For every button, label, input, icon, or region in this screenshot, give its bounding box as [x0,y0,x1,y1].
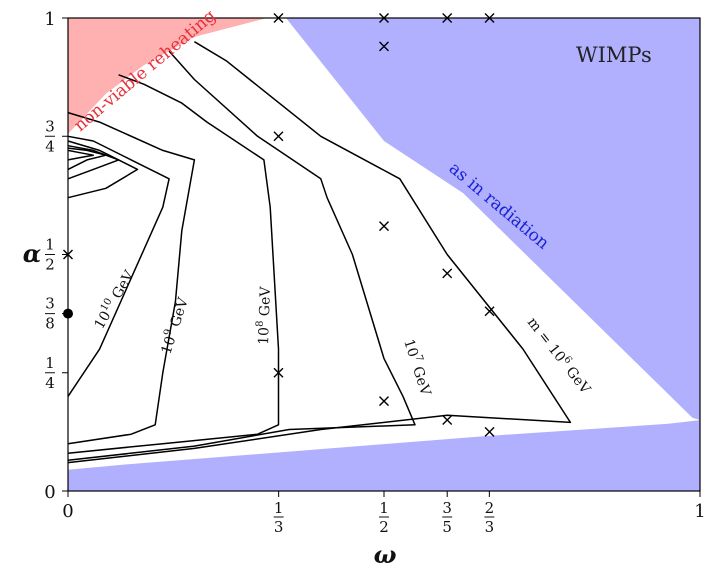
cross-marker [484,306,495,317]
region-label-wimps: WIMPs [576,43,652,67]
contour-line-0 [67,41,572,464]
y-tick-denominator: 4 [45,374,55,392]
contour-line-8 [67,149,95,161]
cross-marker [379,396,389,407]
contour-line-1 [67,50,416,462]
x-tick-numerator: 1 [274,499,284,517]
y-tick-numerator: 3 [45,117,55,135]
y-tick-label: 0 [44,482,55,503]
cross-marker [273,131,284,142]
regions [68,18,700,491]
x-tick-numerator: 3 [442,499,452,517]
x-tick-denominator: 5 [442,518,452,536]
contour-labels: 1010 GeV 109 GeV 108 GeV 107 GeV m = 106… [90,266,595,399]
y-tick-denominator: 4 [45,137,55,155]
y-tick-denominator: 2 [45,256,55,274]
y-tick-label: 1 [44,9,55,30]
cross-marker [442,268,453,279]
contour-label-10e9: 109 GeV [157,294,192,356]
contour-line-5 [67,140,139,199]
region-wimps [286,18,700,421]
x-tick-denominator: 3 [274,518,284,536]
x-tick-label: 0 [62,501,73,522]
x-tick-denominator: 2 [379,518,389,536]
contour-label-m-10e6: m = 106 GeV [524,313,595,397]
contour-line-6 [67,144,120,180]
y-tick-denominator: 8 [45,315,55,333]
x-axis-label: ω [374,540,397,569]
y-tick-numerator: 1 [45,354,55,372]
x-tick-numerator: 1 [379,499,389,517]
cross-marker [484,426,495,437]
region-non-viable-reheating [68,18,268,134]
cross-marker [442,415,453,426]
contour-line-3 [67,111,196,445]
contour-line-2 [67,74,280,454]
contour-line-4 [67,135,170,397]
contours [67,41,572,464]
contour-label-10e10: 1010 GeV [90,266,138,332]
cross-marker [273,367,284,378]
plot-frame [67,17,701,492]
contour-line-7 [67,147,107,171]
x-tick-numerator: 2 [485,499,495,517]
y-axis-label: α [23,239,41,268]
x-tick-label: 1 [694,501,705,522]
contour-label-10e7: 107 GeV [400,337,435,399]
y-tick-numerator: 3 [45,295,55,313]
region-as-in-radiation [68,420,700,491]
cross-marker [379,221,389,232]
cross-marker [379,41,389,52]
contour-label-10e8: 108 GeV [254,285,274,345]
y-tick-numerator: 1 [45,236,55,254]
x-tick-denominator: 3 [485,518,495,536]
